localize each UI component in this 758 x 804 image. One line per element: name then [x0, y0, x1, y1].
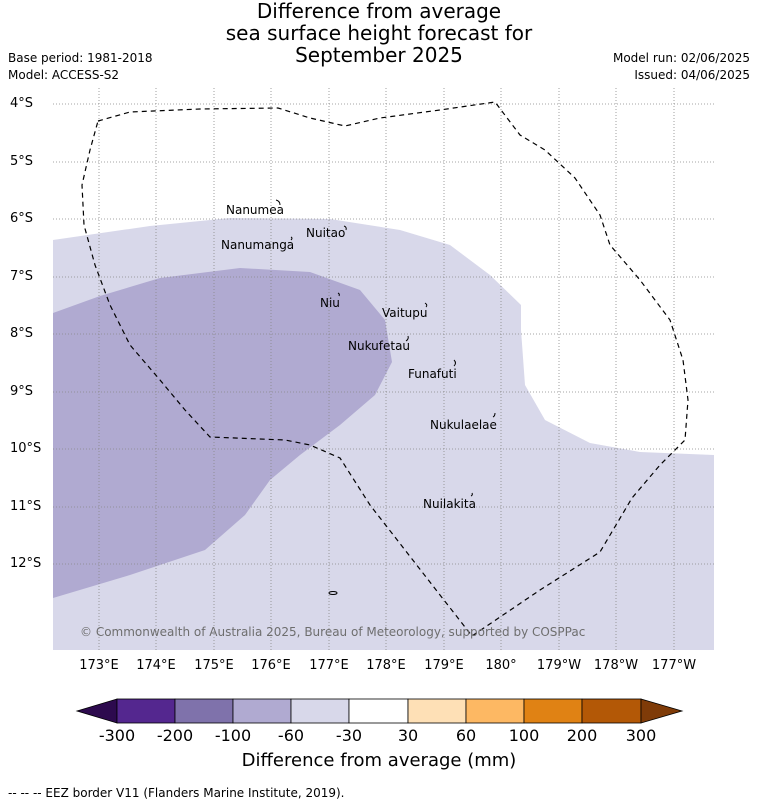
lon-label: 173°E — [79, 658, 119, 673]
colorbar-tick-label: -200 — [156, 726, 194, 745]
meta-left: Base period: 1981-2018 Model: ACCESS-S2 — [8, 50, 153, 84]
colorbar-bin-1 — [116, 698, 176, 724]
colorbar-tick-label: -30 — [335, 726, 363, 745]
lat-label: 11°S — [10, 499, 42, 514]
colorbar-bin-4 — [290, 698, 350, 724]
model-name: Model: ACCESS-S2 — [8, 68, 120, 82]
place-label-nuilakita: Nuilakita — [423, 497, 476, 511]
lat-label: 9°S — [10, 384, 34, 399]
lon-label: 177°E — [309, 658, 349, 673]
lon-label: 177°W — [651, 658, 697, 673]
lon-label: 176°E — [251, 658, 291, 673]
place-label-nukufetau: Nukufetau — [348, 339, 411, 353]
place-label-vaitupu: Vaitupu — [382, 306, 428, 320]
base-period: Base period: 1981-2018 — [8, 51, 153, 65]
lat-label: 6°S — [10, 211, 34, 226]
colorbar-tick-label: 200 — [566, 726, 598, 745]
grid — [53, 88, 714, 650]
lat-label: 12°S — [10, 556, 42, 571]
lat-label: 5°S — [10, 154, 34, 169]
colorbar-tick-label: -60 — [277, 726, 305, 745]
place-label-funafuti: Funafuti — [408, 367, 457, 381]
lon-label: 175°E — [194, 658, 234, 673]
place-label-nanumanga: Nanumanga — [221, 238, 295, 252]
copyright-notice: © Commonwealth of Australia 2025, Bureau… — [80, 625, 586, 639]
lat-label: 7°S — [10, 269, 34, 284]
colorbar-bin-2 — [174, 698, 234, 724]
title-line-2: sea surface height forecast for — [225, 21, 533, 45]
colorbar-tick-label: 100 — [508, 726, 540, 745]
title-line-1: Difference from average — [256, 0, 502, 23]
lon-label: 179°W — [536, 658, 582, 673]
model-run: Model run: 02/06/2025 — [612, 51, 750, 65]
island-markers — [275, 199, 496, 595]
colorbar-below-arrow — [75, 698, 118, 724]
lon-label: 174°E — [136, 658, 176, 673]
colorbar-bin-7 — [465, 698, 525, 724]
colorbar-tick-label: 30 — [397, 726, 419, 745]
colorbar-bin-8 — [523, 698, 583, 724]
colorbar — [75, 698, 684, 724]
colorbar-bin-3 — [232, 698, 292, 724]
eez-border — [81, 101, 689, 637]
lat-label: 8°S — [10, 326, 34, 341]
colorbar-tick-label: -100 — [214, 726, 252, 745]
lon-label: 179°E — [424, 658, 464, 673]
lat-label: 10°S — [10, 441, 42, 456]
colorbar-above-arrow — [640, 698, 684, 724]
lat-label: 4°S — [10, 96, 34, 111]
meta-right: Model run: 02/06/2025 Issued: 04/06/2025 — [613, 50, 750, 84]
colorbar-tick-label: 300 — [625, 726, 657, 745]
colorbar-bin-6 — [407, 698, 467, 724]
anomaly-region-medium — [53, 268, 392, 598]
colorbar-tick-label: 60 — [455, 726, 477, 745]
place-label-nanumea: Nanumea — [226, 203, 284, 217]
colorbar-title: Difference from average (mm) — [241, 750, 517, 771]
lon-label: 178°E — [366, 658, 406, 673]
lon-label: 180° — [485, 658, 517, 673]
map-title: Difference from average sea surface heig… — [0, 0, 758, 66]
colorbar-bin-9 — [581, 698, 642, 724]
place-label-nuitao: Nuitao — [306, 226, 346, 240]
lon-label: 178°W — [593, 658, 639, 673]
colorbar-bin-5 — [348, 698, 409, 724]
place-label-nukulaelae: Nukulaelae — [430, 418, 497, 432]
issued-date: Issued: 04/06/2025 — [634, 68, 750, 82]
title-line-3: September 2025 — [295, 43, 463, 67]
eez-legend-note: -- -- -- EEZ border V11 (Flanders Marine… — [8, 786, 345, 800]
place-label-niu: Niu — [320, 296, 340, 310]
colorbar-tick-label: -300 — [98, 726, 136, 745]
